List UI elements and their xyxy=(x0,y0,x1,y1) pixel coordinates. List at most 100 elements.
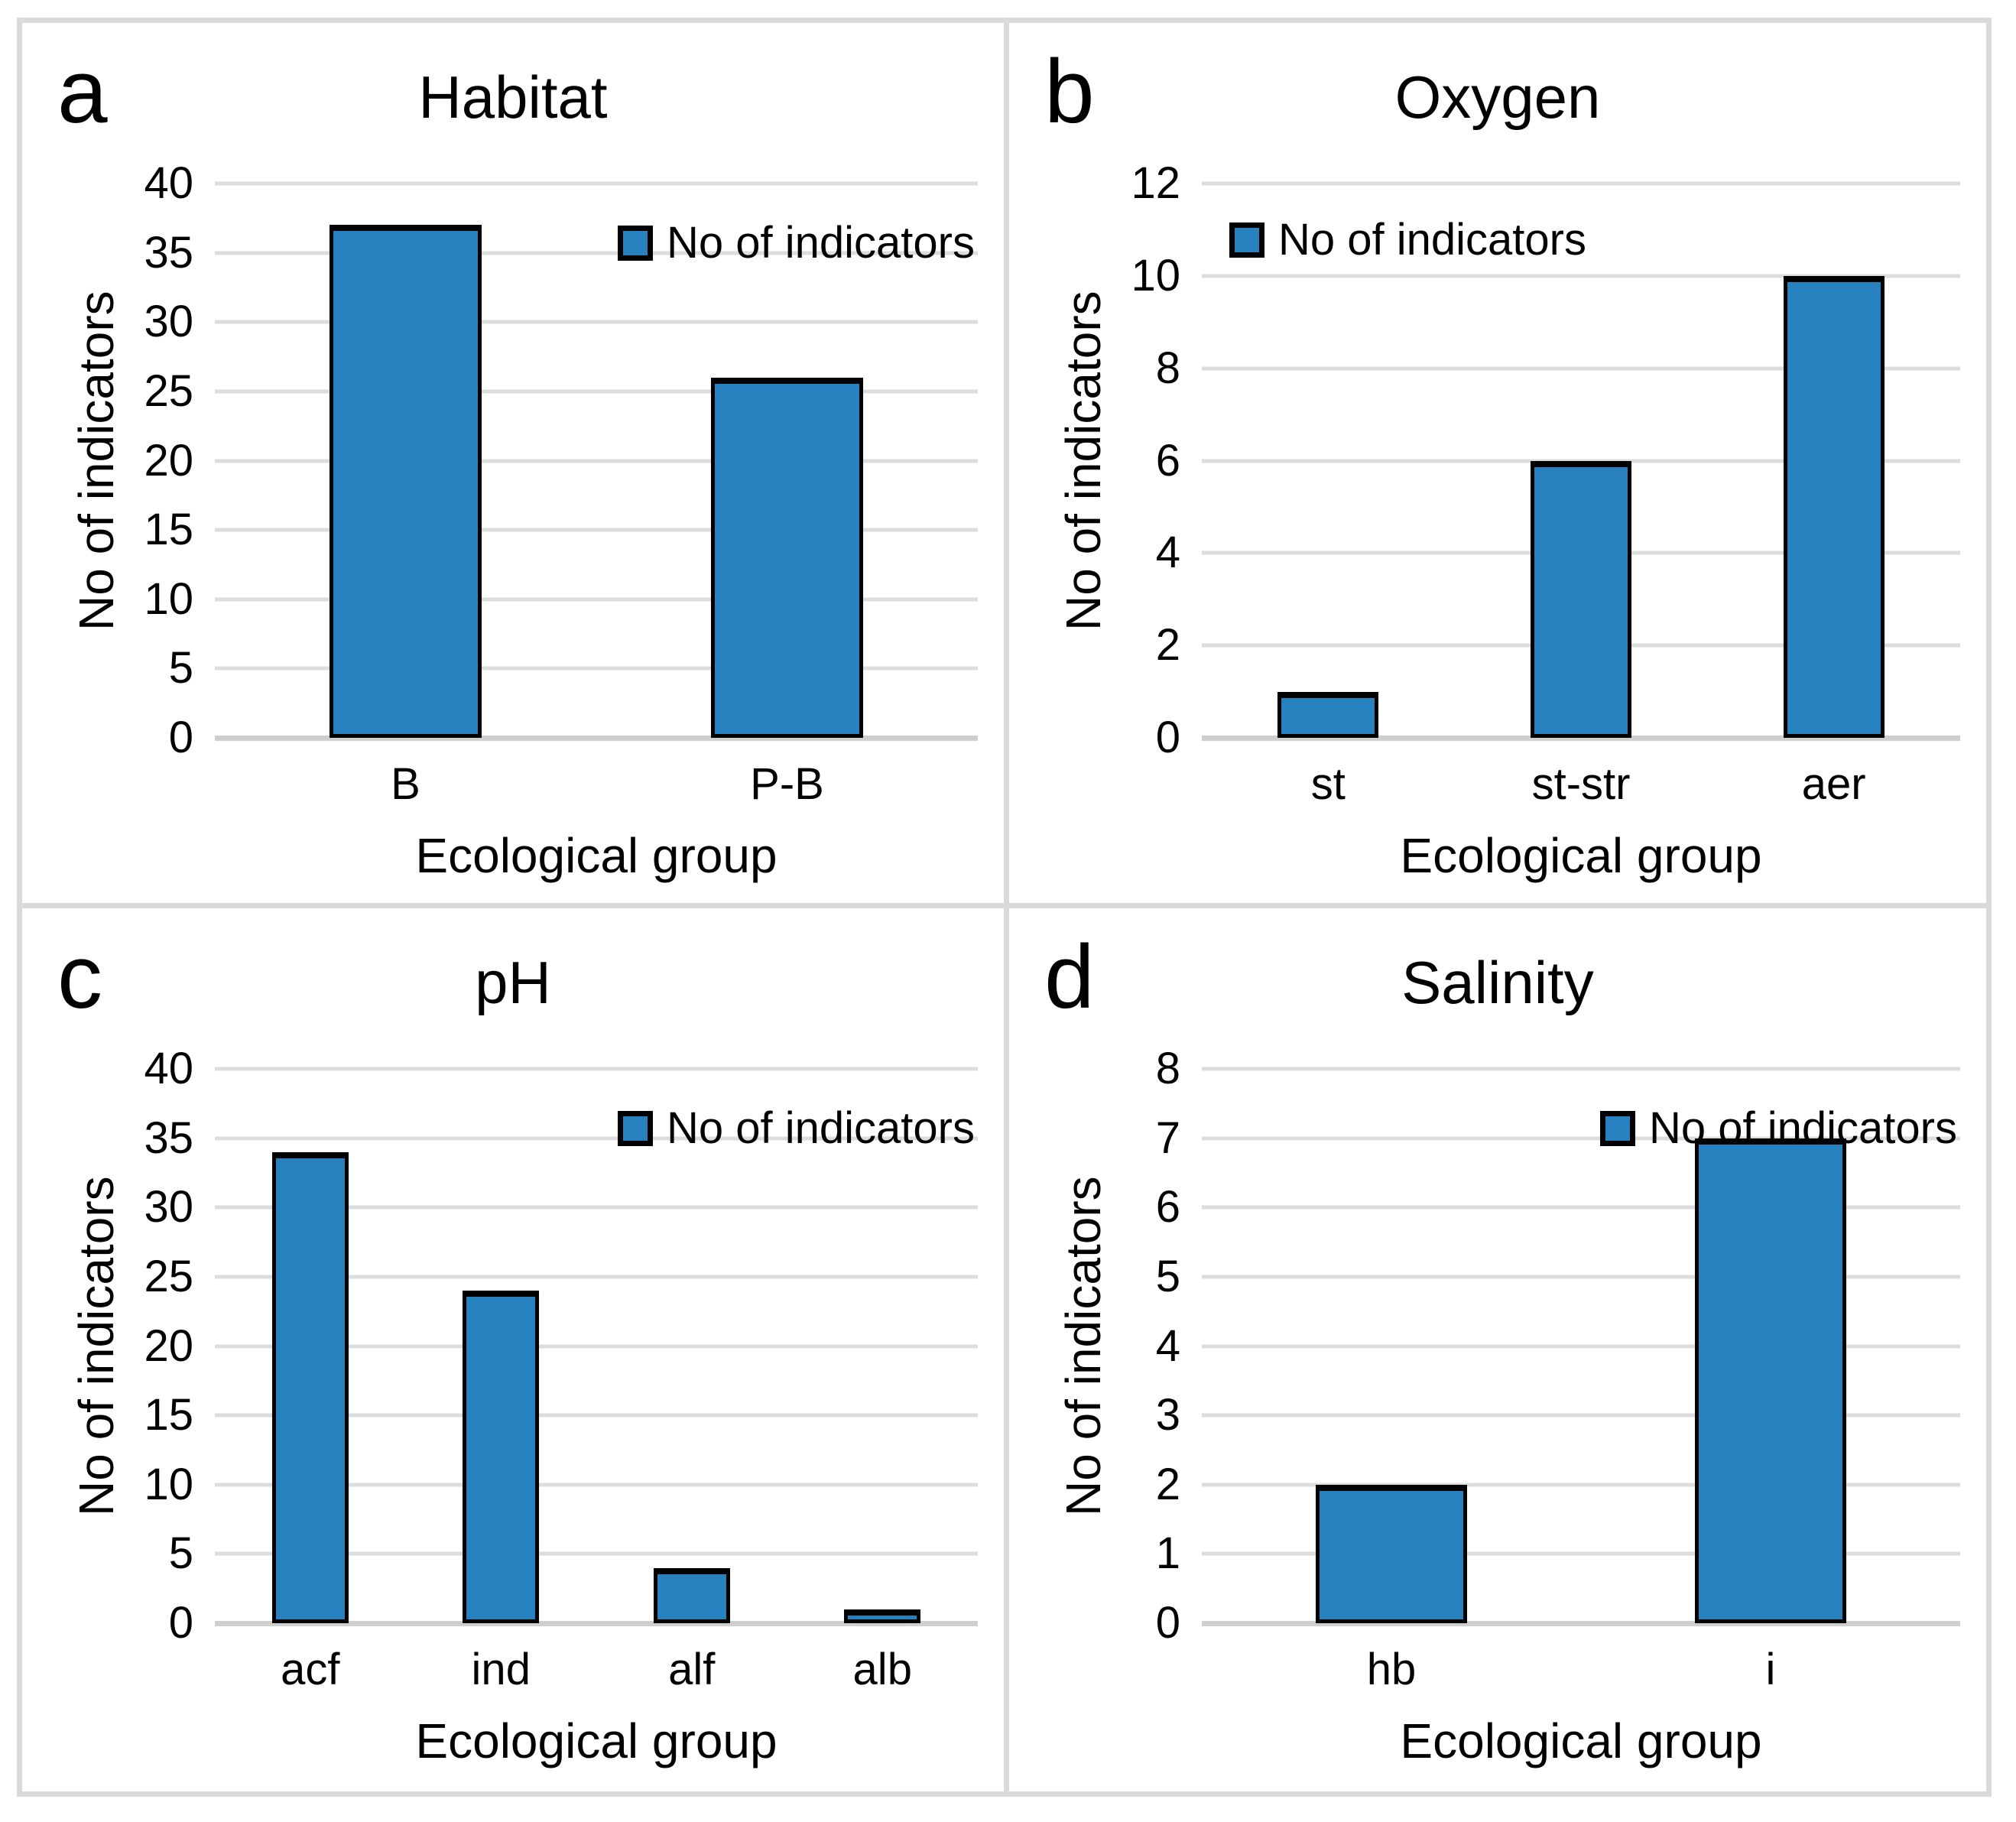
y-tick-label: 7 xyxy=(1155,1112,1180,1163)
y-tick-label: 4 xyxy=(1155,1320,1180,1371)
chart-title: pH xyxy=(475,949,551,1016)
bar xyxy=(463,1291,540,1623)
gridline xyxy=(215,1067,978,1071)
gridline xyxy=(215,1205,978,1210)
plot-area: No of indicators xyxy=(215,181,978,741)
legend-label: No of indicators xyxy=(1278,215,1586,265)
bar-slot xyxy=(406,1069,597,1623)
bar xyxy=(329,225,482,738)
panel-letter: d xyxy=(1044,927,1095,1028)
panel-a-habitat: a Habitat No of indicators 0 5 10 15 20 25 30 3… xyxy=(17,18,1009,908)
legend: No of indicators xyxy=(1229,214,1586,265)
bar xyxy=(271,1151,349,1623)
x-category-labels: hb i xyxy=(1202,1644,1960,1695)
gridline xyxy=(1202,1413,1960,1418)
legend: No of indicators xyxy=(1600,1103,1957,1154)
y-tick-label: 10 xyxy=(144,573,193,624)
bar xyxy=(1277,691,1379,738)
gridline xyxy=(215,320,978,324)
gridline xyxy=(215,181,978,186)
y-tick-label: 3 xyxy=(1155,1390,1180,1440)
y-tick-label: 5 xyxy=(1155,1251,1180,1301)
x-category-label: hb xyxy=(1366,1645,1417,1694)
y-tick-label: 40 xyxy=(144,158,193,208)
gridline xyxy=(215,528,978,532)
gridline xyxy=(215,1413,978,1418)
bar-slot xyxy=(1202,183,1455,738)
x-category-label: alb xyxy=(852,1645,912,1694)
bar-slots xyxy=(215,183,978,738)
gridline xyxy=(1202,366,1960,371)
gridline xyxy=(215,1551,978,1556)
y-tick-label: 8 xyxy=(1155,343,1180,393)
gridline xyxy=(1202,274,1960,278)
bar-slot xyxy=(1202,1069,1581,1623)
x-axis-line xyxy=(215,1621,978,1626)
y-tick-label: 8 xyxy=(1155,1044,1180,1093)
legend-marker-icon xyxy=(618,225,654,261)
y-axis-ticks: 0 2 4 6 8 10 12 xyxy=(1009,159,1180,762)
x-category-label: P-B xyxy=(750,759,824,809)
y-tick-label: 12 xyxy=(1131,158,1180,208)
gridline xyxy=(1202,181,1960,186)
y-tick-label: 30 xyxy=(144,1182,193,1233)
plot-area: No of indicators xyxy=(1202,1067,1960,1626)
y-tick-label: 1 xyxy=(1155,1528,1180,1579)
gridline xyxy=(215,666,978,671)
x-axis-title: Ecological group xyxy=(415,828,778,883)
y-tick-label: 35 xyxy=(144,227,193,278)
chart-title: Salinity xyxy=(1401,949,1594,1016)
y-tick-label: 6 xyxy=(1155,1182,1180,1233)
x-category-label: alf xyxy=(668,1645,716,1694)
gridline xyxy=(215,389,978,394)
y-tick-label: 0 xyxy=(168,1598,193,1648)
x-category-label: acf xyxy=(281,1645,340,1694)
bar xyxy=(1530,460,1632,738)
gridline xyxy=(215,1483,978,1487)
x-category-label: st xyxy=(1310,759,1346,809)
bar-slot xyxy=(596,1069,787,1623)
y-tick-label: 10 xyxy=(144,1459,193,1509)
y-tick-label: 30 xyxy=(144,297,193,347)
gridline xyxy=(215,597,978,602)
y-tick-label: 15 xyxy=(144,1390,193,1440)
y-tick-label: 0 xyxy=(1155,1598,1180,1648)
x-category-label: ind xyxy=(471,1645,531,1694)
bar-slot xyxy=(215,183,596,738)
y-tick-label: 5 xyxy=(168,643,193,693)
y-axis-ticks: 0 5 10 15 20 25 30 35 40 xyxy=(22,159,193,762)
y-tick-label: 4 xyxy=(1155,528,1180,578)
panel-c-ph: c pH No of indicators 0 5 10 15 20 25 30 35 40 N… xyxy=(17,903,1009,1797)
x-axis-line xyxy=(1202,736,1960,741)
legend: No of indicators xyxy=(618,1103,975,1154)
legend-label: No of indicators xyxy=(667,1103,975,1153)
gridline xyxy=(1202,1483,1960,1487)
y-tick-label: 0 xyxy=(1155,713,1180,762)
bar-slot xyxy=(1707,183,1960,738)
x-category-labels: acf ind alf alb xyxy=(215,1644,978,1695)
panel-b-oxygen: b Oxygen No of indicators 0 2 4 6 8 10 12 No o… xyxy=(1004,18,1992,908)
bar-slots xyxy=(1202,1069,1960,1623)
gridline xyxy=(215,1344,978,1348)
y-axis-ticks: 0 5 10 15 20 25 30 35 40 xyxy=(22,1044,193,1648)
y-tick-label: 2 xyxy=(1155,1459,1180,1509)
x-category-labels: st st-str aer xyxy=(1202,758,1960,810)
plot-area: No of indicators xyxy=(215,1067,978,1626)
gridline xyxy=(1202,1344,1960,1348)
x-category-labels: B P-B xyxy=(215,758,978,810)
x-axis-title: Ecological group xyxy=(415,1713,778,1768)
gridline xyxy=(1202,1275,1960,1279)
bar xyxy=(844,1609,921,1623)
bar-slot xyxy=(215,1069,406,1623)
y-tick-label: 10 xyxy=(1131,250,1180,300)
panel-letter: a xyxy=(57,41,108,142)
legend-marker-icon xyxy=(1600,1110,1636,1146)
x-category-label: B xyxy=(391,759,420,809)
y-tick-label: 2 xyxy=(1155,620,1180,671)
y-axis-ticks: 0 1 2 3 4 5 6 7 8 xyxy=(1009,1044,1180,1648)
y-tick-label: 25 xyxy=(144,365,193,416)
bar-slot xyxy=(1455,183,1708,738)
x-category-label: i xyxy=(1765,1645,1776,1694)
